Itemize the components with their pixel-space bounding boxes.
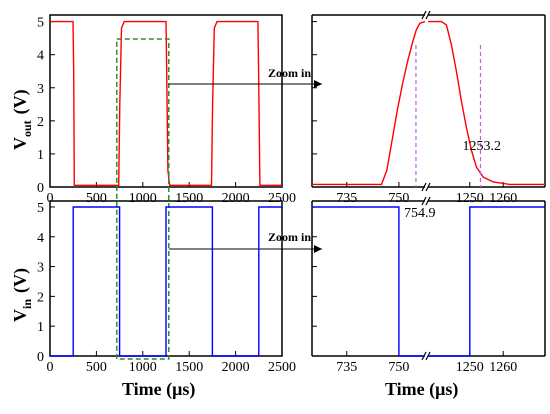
top-ylabel-sub: out — [20, 120, 34, 137]
top-left-ytick-label: 4 — [37, 49, 44, 64]
bottom-left-ytick-label: 0 — [37, 350, 44, 365]
svg-text:Vin(V): Vin (V) — [10, 268, 34, 322]
bottom-right-xlabel: Time (μs) — [385, 379, 458, 400]
top-right-axis-break — [421, 10, 427, 20]
top-right-axis-break — [425, 10, 431, 20]
top-right-axis-break — [421, 182, 427, 192]
bottom-right-frame — [311, 196, 546, 361]
bottom-right-axis-break — [425, 196, 431, 206]
top-right-xtick-label: 750 — [388, 191, 409, 206]
top-left-xtick-label: 1500 — [175, 191, 203, 206]
bottom-left-xlabel: Time (μs) — [122, 379, 195, 400]
top-right-frame — [311, 10, 546, 192]
bottom-right-axis-break — [421, 196, 427, 206]
bottom-right-xtick-label: 750 — [388, 360, 409, 375]
bottom-ylabel: Vin (V) — [10, 268, 34, 322]
top-left-ytick-label: 5 — [37, 16, 44, 31]
bottom-left-xtick-label: 2500 — [268, 360, 296, 375]
top-left-xtick-label: 2500 — [268, 191, 296, 206]
bottom-left-ytick-label: 5 — [37, 201, 44, 216]
top-left-ytick-label: 3 — [37, 82, 44, 97]
bottom-left-xtick-label: 1000 — [129, 360, 157, 375]
top-right-axis-break — [425, 182, 431, 192]
bottom-ylabel-sub: in — [20, 299, 34, 309]
top-ylabel-unit: (V) — [10, 89, 31, 114]
top-left-ytick-label: 1 — [37, 148, 44, 163]
bottom-left-ytick-label: 1 — [37, 320, 44, 335]
bottom-right-series-line-right — [428, 206, 545, 357]
top-left-xtick-label: 500 — [86, 191, 107, 206]
bottom-left-ytick-label: 3 — [37, 261, 44, 276]
bottom-left-xtick-label: 500 — [86, 360, 107, 375]
top-left-xtick-label: 2000 — [222, 191, 250, 206]
svg-text:Vout(V): Vout (V) — [10, 89, 34, 150]
top-left-ytick-label: 0 — [37, 181, 44, 196]
bottom-left-xtick-label: 0 — [47, 360, 54, 375]
bottom-left-ytick-label: 2 — [37, 290, 44, 305]
top-right-xtick-label: 1260 — [489, 191, 517, 206]
top-right-series-line-left — [312, 20, 426, 186]
top-right-xtick-label: 1250 — [456, 191, 484, 206]
top-left-xtick-label: 0 — [47, 191, 54, 206]
top-right-annotation-label: 1253.2 — [462, 139, 501, 154]
bottom-left-xtick-label: 2000 — [222, 360, 250, 375]
top-left-series-line — [50, 20, 282, 187]
top-left-ytick-label: 2 — [37, 115, 44, 130]
top-ylabel-main: V — [10, 137, 30, 150]
top-left-xtick-label: 1000 — [129, 191, 157, 206]
zoom-arrowhead-top — [314, 80, 322, 88]
bottom-right-xtick-label: 1250 — [456, 360, 484, 375]
bottom-right-series-line-left — [312, 206, 425, 357]
top-right-series-line-right — [428, 20, 545, 186]
bottom-right-plot: 735 750 1250 1260 — [312, 206, 545, 375]
zoom-in-label-top: Zoom in — [268, 66, 311, 80]
zoom-arrowhead-bottom — [314, 245, 322, 253]
top-right-annotation-label: 754.9 — [404, 206, 436, 221]
bottom-left-xtick-label: 1500 — [175, 360, 203, 375]
top-right-plot: 735 750 1250 1260 754.9 1253.2 — [312, 20, 545, 221]
bottom-ylabel-main: V — [10, 309, 30, 322]
bottom-right-xtick-label: 735 — [336, 360, 357, 375]
bottom-left-ytick-label: 4 — [37, 231, 44, 246]
bottom-left-series-line — [50, 206, 282, 357]
top-right-xtick-label: 735 — [336, 191, 357, 206]
top-left-frame — [49, 14, 283, 188]
bottom-ylabel-unit: (V) — [10, 268, 31, 293]
bottom-left-plot: 0 1 2 3 4 5 0 500 1000 1500 2000 2500 — [37, 201, 296, 375]
zoom-in-label-bottom: Zoom in — [268, 230, 311, 244]
bottom-right-xtick-label: 1260 — [489, 360, 517, 375]
zoom-box — [116, 38, 170, 360]
top-ylabel: Vout (V) — [10, 89, 34, 150]
